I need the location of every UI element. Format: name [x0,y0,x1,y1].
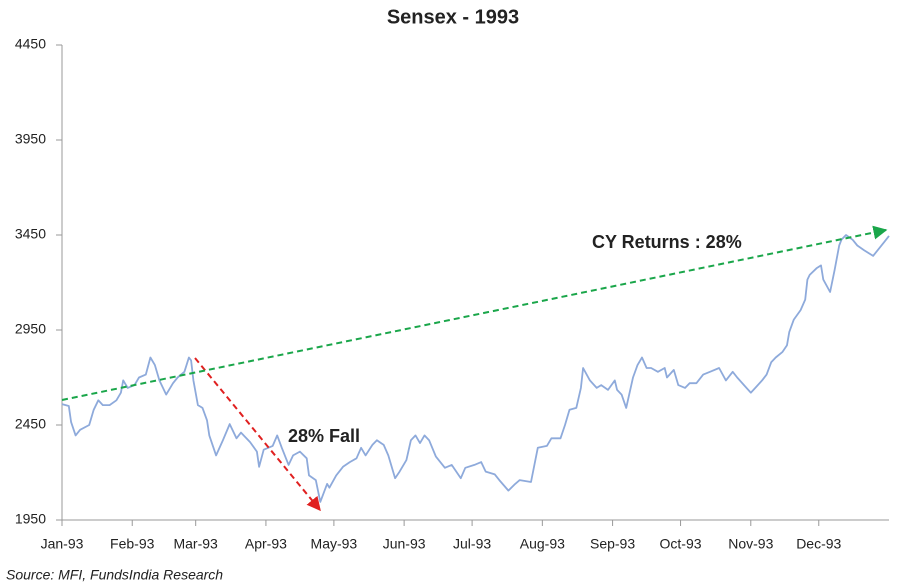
series-line [61,234,890,503]
x-tick-label: Sep-93 [590,536,635,552]
x-tick-label: Jul-93 [453,536,491,552]
y-tick-label: 3950 [15,131,46,147]
x-tick-label: Jan-93 [41,536,84,552]
x-tick-label: Feb-93 [110,536,155,552]
source-note: Source: MFI, FundsIndia Research [6,567,223,583]
x-tick-label: Dec-93 [796,536,841,552]
x-tick-label: Aug-93 [520,536,565,552]
y-tick-label: 1950 [15,511,46,527]
y-tick-label: 2450 [15,416,46,432]
y-tick-label: 2950 [15,321,46,337]
x-tick-label: Nov-93 [728,536,773,552]
x-tick-label: May-93 [311,536,358,552]
returns-arrow [61,225,888,401]
fall-arrow [194,357,321,512]
chart-title: Sensex - 1993 [387,6,519,28]
x-tick-label: Apr-93 [245,536,287,552]
returns-annotation: CY Returns : 28% [592,232,742,252]
x-tick-label: Jun-93 [383,536,426,552]
x-tick-label: Mar-93 [173,536,218,552]
fall-annotation: 28% Fall [288,426,360,446]
y-tick-label: 3450 [15,226,46,242]
y-tick-label: 4450 [15,36,46,52]
x-tick-label: Oct-93 [660,536,702,552]
